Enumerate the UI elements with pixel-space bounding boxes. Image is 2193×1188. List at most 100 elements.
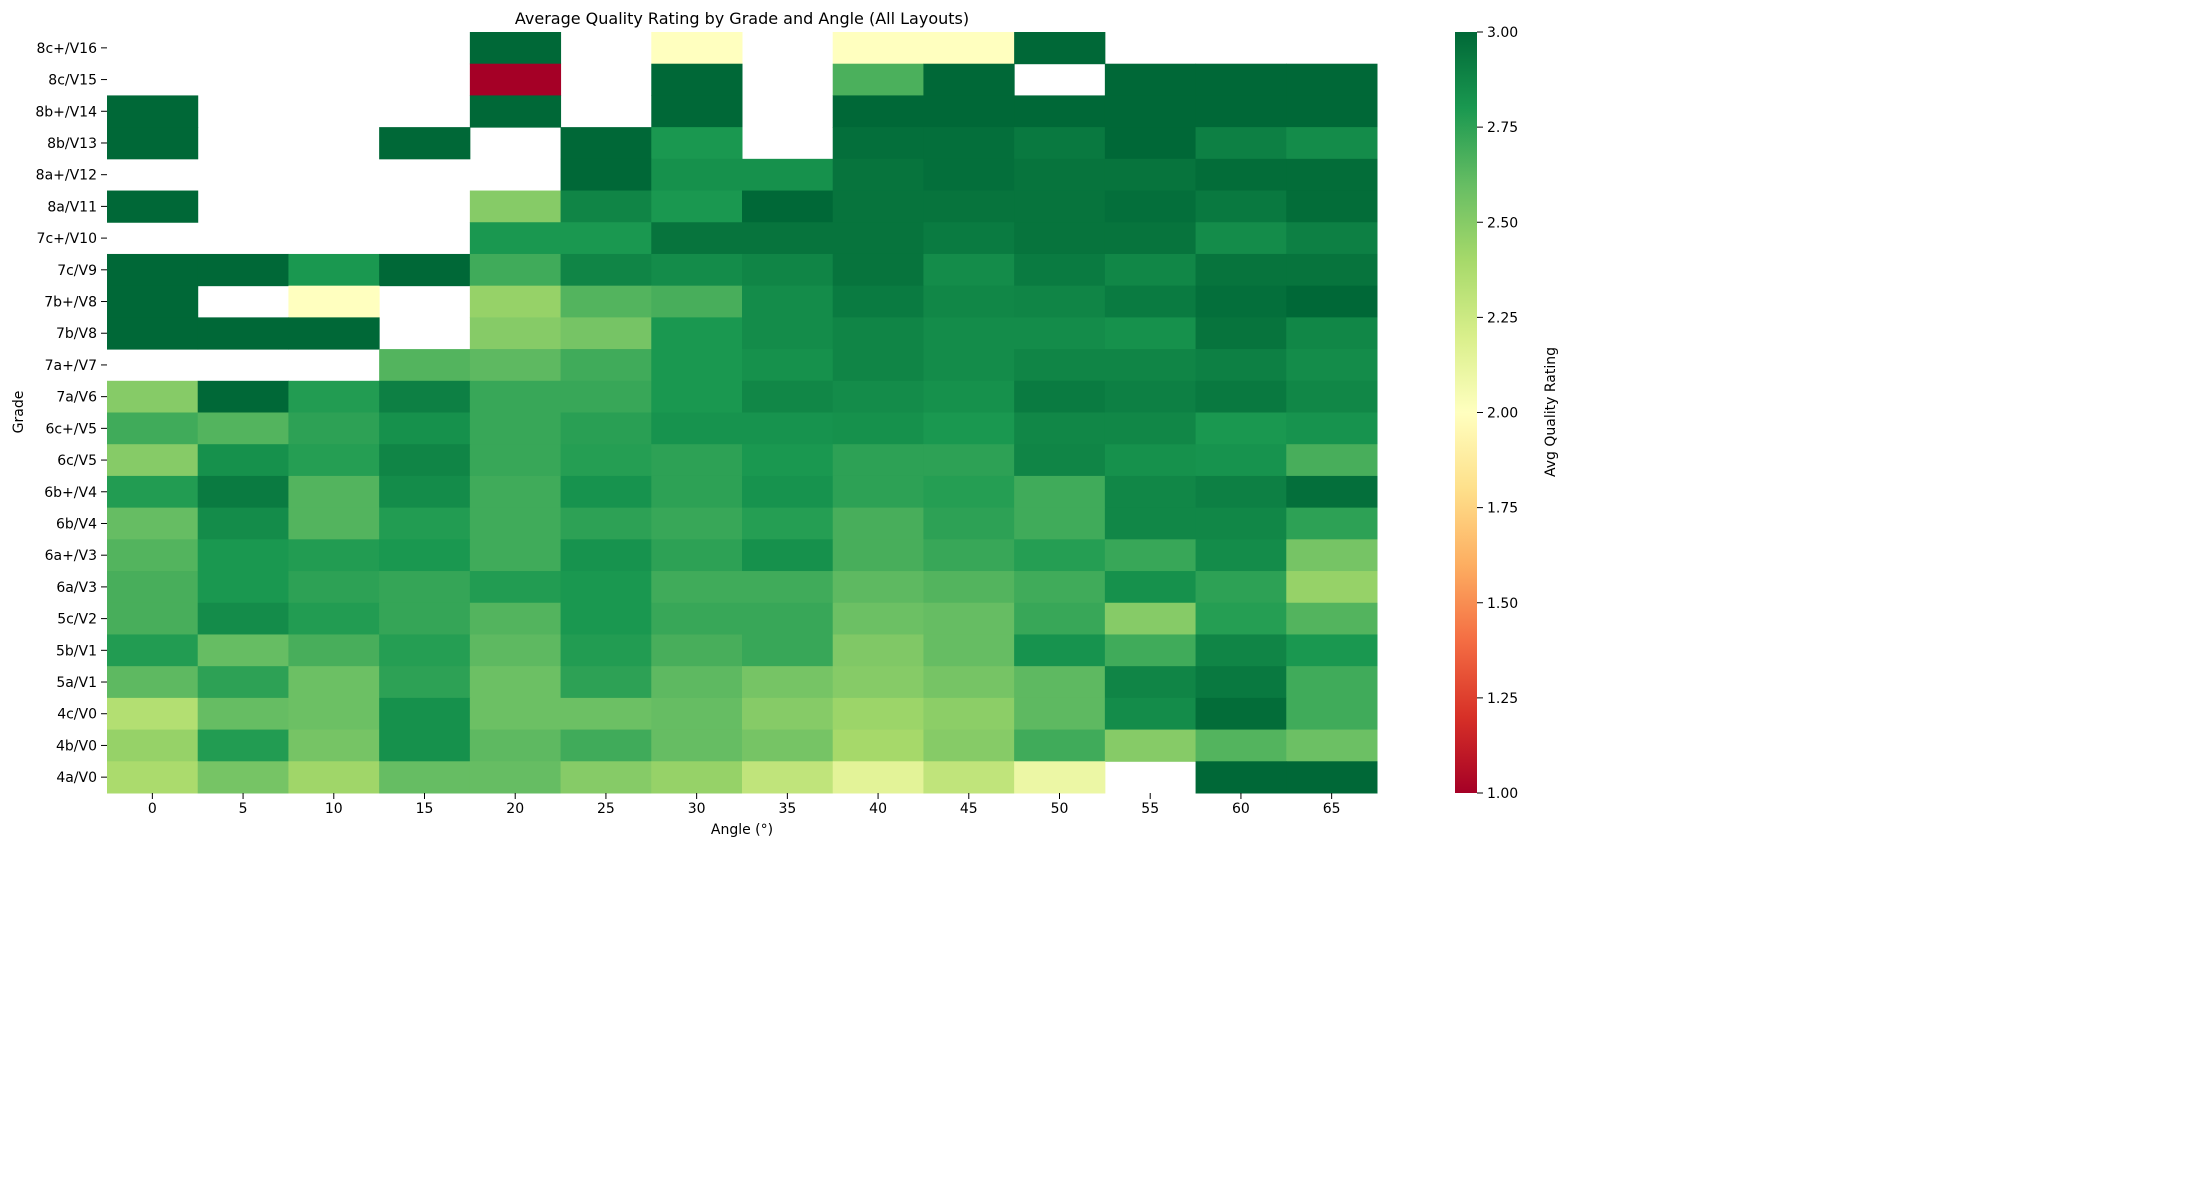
heatmap-cell — [1286, 729, 1378, 762]
heatmap-cell — [469, 634, 562, 667]
heatmap-cell — [288, 507, 380, 540]
heatmap-cell — [832, 634, 924, 667]
heatmap-cell — [651, 475, 743, 509]
x-tick-label: 15 — [416, 801, 434, 817]
heatmap-cell — [197, 475, 289, 509]
heatmap-cell — [1286, 127, 1378, 160]
heatmap-cell — [379, 380, 471, 413]
heatmap-cell — [197, 697, 289, 731]
heatmap-cell — [742, 539, 834, 572]
heatmap-cell — [1195, 634, 1287, 667]
heatmap-cell — [1195, 444, 1287, 477]
heatmap-cell — [1286, 507, 1378, 540]
heatmap-cell — [651, 349, 743, 382]
heatmap-cell — [923, 380, 1015, 413]
heatmap-cell — [1195, 95, 1287, 128]
heatmap-cell — [1286, 63, 1378, 96]
heatmap-cell — [469, 475, 562, 509]
heatmap-cell — [651, 32, 743, 65]
y-tick-label: 4b/V0 — [56, 738, 97, 754]
x-tick-label: 35 — [778, 801, 796, 817]
x-tick-label: 45 — [960, 801, 978, 817]
heatmap-cell — [742, 317, 834, 350]
y-tick-label: 8c/V15 — [48, 73, 97, 89]
heatmap-cell — [379, 729, 471, 762]
heatmap-cell — [1195, 602, 1287, 635]
heatmap-cell — [1286, 285, 1378, 318]
heatmap-cell — [197, 729, 289, 762]
heatmap-cell — [1014, 380, 1106, 413]
heatmap-cell — [469, 95, 562, 128]
heatmap-cell — [1195, 127, 1287, 160]
heatmap-cell — [832, 253, 924, 287]
y-tick-label: 8a+/V12 — [36, 168, 97, 184]
colorbar-tick-label: 1.00 — [1487, 786, 1518, 802]
heatmap-cell — [1014, 729, 1106, 762]
heatmap-cell — [1195, 539, 1287, 572]
heatmap-cell — [1014, 475, 1106, 509]
heatmap-cell — [832, 380, 924, 413]
y-tick-label: 6a/V3 — [56, 580, 97, 596]
heatmap-cell — [1286, 475, 1378, 509]
heatmap-cell — [1195, 761, 1287, 794]
colorbar-tick-label: 1.50 — [1487, 596, 1518, 612]
heatmap-cell — [742, 475, 834, 509]
heatmap-cell — [1286, 158, 1378, 192]
colorbar-tick-label: 2.75 — [1487, 120, 1518, 136]
heatmap-cell — [832, 190, 924, 223]
heatmap-cell — [1014, 507, 1106, 540]
heatmap-cell — [832, 317, 924, 350]
heatmap-cell — [107, 444, 199, 477]
heatmap-cell — [923, 697, 1015, 731]
heatmap-cell — [651, 158, 743, 192]
heatmap-cell — [469, 729, 562, 762]
heatmap-cell — [288, 317, 380, 350]
heatmap-cell — [1014, 412, 1106, 445]
heatmap-cell — [469, 507, 562, 540]
colorbar-tick-label: 2.00 — [1487, 406, 1518, 422]
heatmap-cell — [923, 634, 1015, 667]
heatmap-cell — [923, 729, 1015, 762]
heatmap-cell — [923, 602, 1015, 635]
heatmap-cell — [469, 602, 562, 635]
heatmap-cell — [107, 253, 199, 287]
heatmap-cell — [469, 412, 562, 445]
y-axis-ticks: 8c+/V16 8c/V15 8b+/V14 8b/V13 8a+/V12 8a/V11 7… — [35, 41, 107, 786]
heatmap-cell — [379, 475, 471, 509]
heatmap-cell — [288, 634, 380, 667]
heatmap-cell — [197, 380, 289, 413]
heatmap-cell — [651, 761, 743, 794]
heatmap-cell — [742, 222, 834, 255]
heatmap-cell — [560, 349, 652, 382]
heatmap-cell — [1014, 697, 1106, 731]
heatmap-cell — [1014, 444, 1106, 477]
heatmap-cell — [923, 444, 1015, 477]
x-tick-label: 0 — [148, 801, 157, 817]
heatmap-cell — [469, 190, 562, 223]
heatmap-cell — [469, 444, 562, 477]
heatmap-cell — [469, 571, 562, 604]
heatmap-cell — [560, 317, 652, 350]
x-tick-label: 30 — [688, 801, 706, 817]
heatmap-cell — [1104, 222, 1197, 255]
heatmap-cell — [923, 761, 1015, 794]
heatmap-cell — [107, 697, 199, 731]
colorbar — [1455, 32, 1477, 793]
heatmap-cell — [1014, 761, 1106, 794]
heatmap-cell — [1195, 412, 1287, 445]
heatmap-cell — [1014, 127, 1106, 160]
y-axis-label: Grade — [11, 391, 27, 434]
colorbar-label: Avg Quality Rating — [1543, 347, 1559, 477]
heatmap-cell — [560, 761, 652, 794]
heatmap-cell — [923, 253, 1015, 287]
y-tick-label: 4c/V0 — [57, 707, 97, 723]
heatmap-cell — [107, 127, 199, 160]
heatmap-cell — [560, 507, 652, 540]
heatmap-cell — [651, 253, 743, 287]
x-tick-label: 10 — [325, 801, 343, 817]
heatmap-cell — [1014, 666, 1106, 699]
heatmap-cell — [1014, 571, 1106, 604]
colorbar-tick-label: 1.75 — [1487, 501, 1518, 517]
heatmap-cell — [1286, 539, 1378, 572]
heatmap-cell — [107, 571, 199, 604]
